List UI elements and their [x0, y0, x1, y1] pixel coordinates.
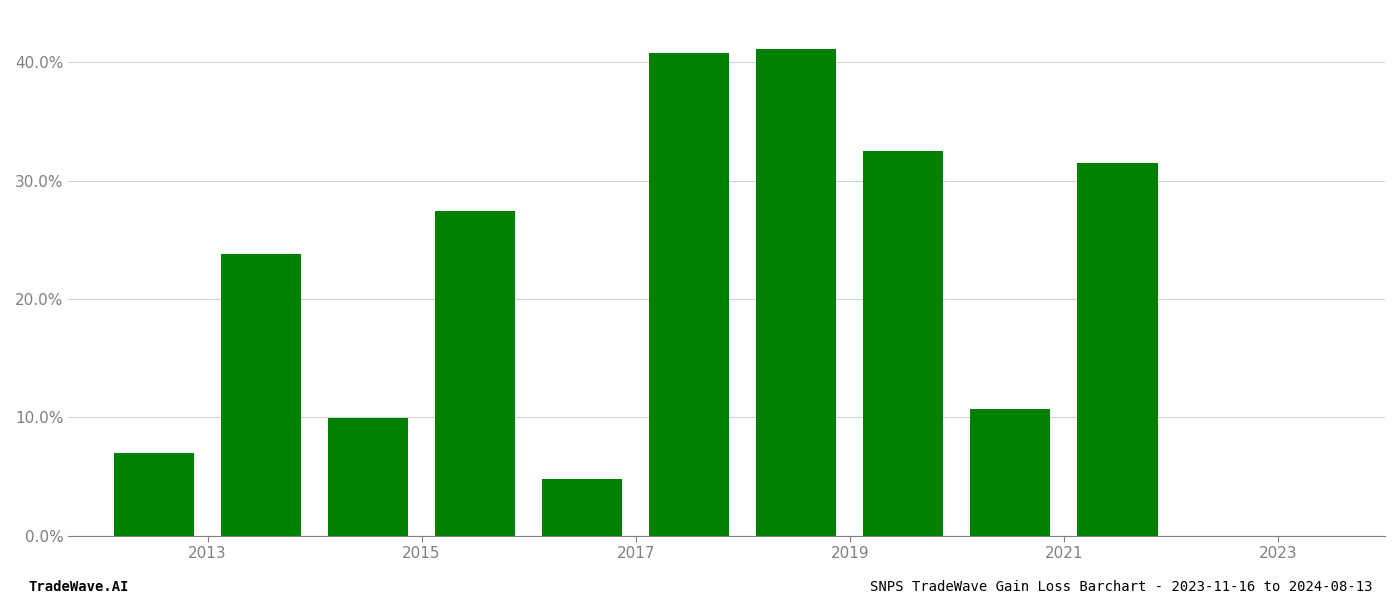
Bar [756, 49, 836, 536]
Bar [328, 418, 409, 536]
Bar [221, 254, 301, 536]
Text: SNPS TradeWave Gain Loss Barchart - 2023-11-16 to 2024-08-13: SNPS TradeWave Gain Loss Barchart - 2023… [869, 580, 1372, 594]
Bar [435, 211, 515, 536]
Bar [970, 409, 1050, 536]
Bar [864, 151, 944, 536]
Text: TradeWave.AI: TradeWave.AI [28, 580, 129, 594]
Bar [1077, 163, 1158, 536]
Bar [113, 453, 195, 536]
Bar [542, 479, 623, 536]
Bar [650, 53, 729, 536]
